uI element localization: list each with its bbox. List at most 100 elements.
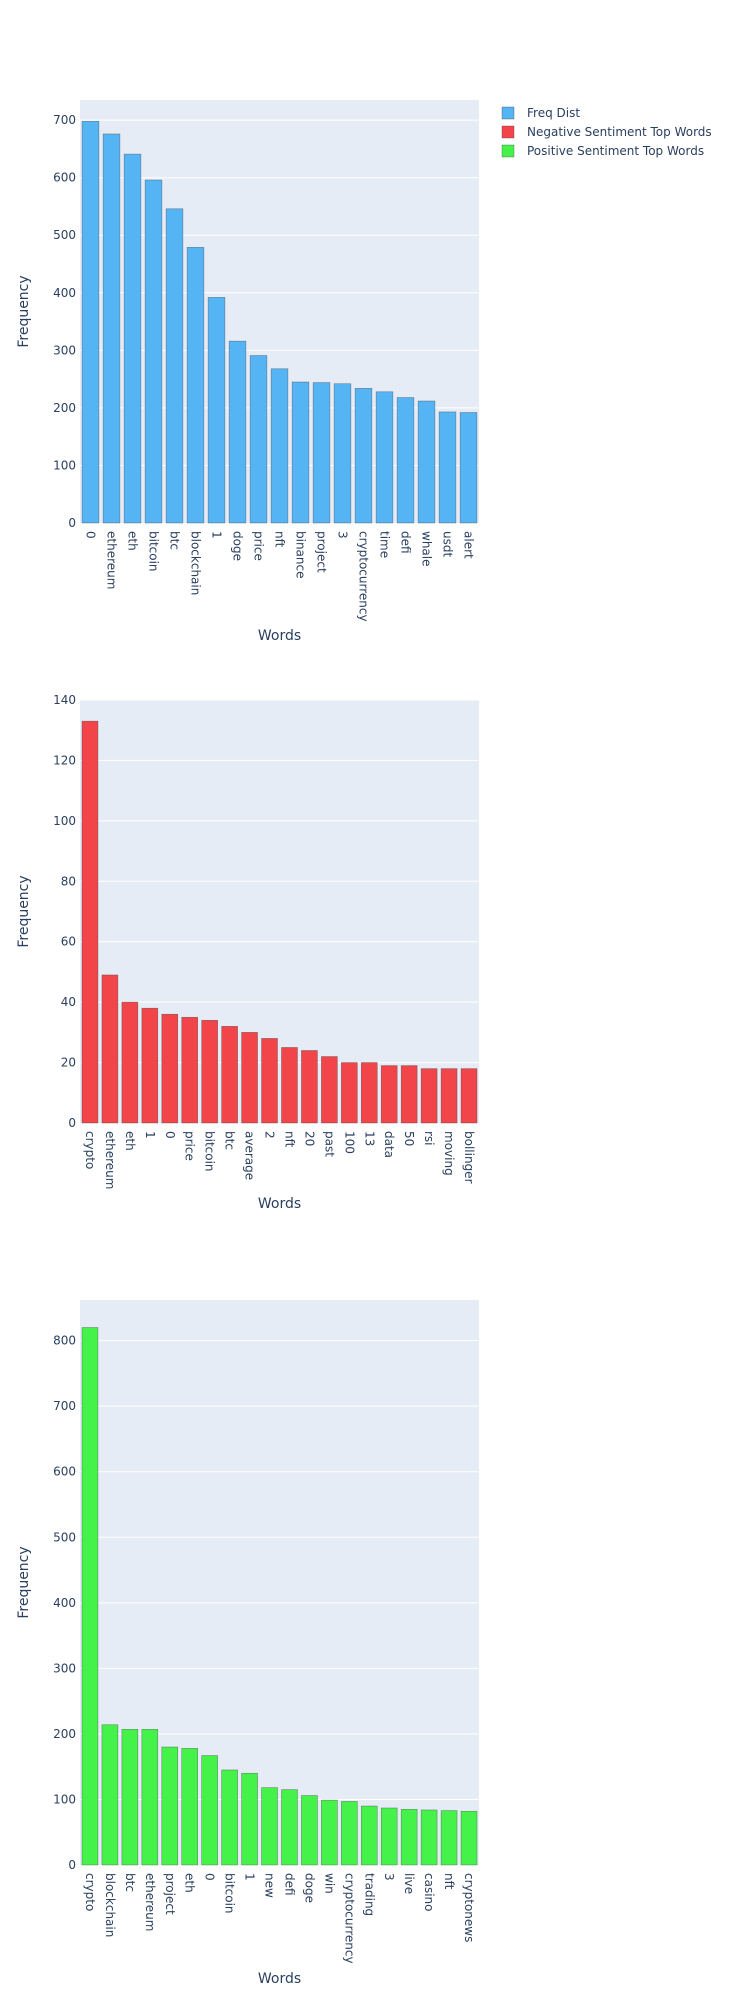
- bar-alert[interactable]: [459, 412, 478, 524]
- x-tick-label: project: [315, 531, 329, 573]
- legend-item[interactable]: Negative Sentiment Top Words: [501, 125, 712, 139]
- bar-eth[interactable]: [121, 1001, 139, 1124]
- x-tick-label: crypto: [83, 1873, 97, 1911]
- bar-1[interactable]: [141, 1007, 159, 1124]
- x-tick-label: 3: [336, 531, 350, 539]
- y-tick-label: 200: [53, 1727, 76, 1741]
- bar-project[interactable]: [161, 1746, 179, 1866]
- bar-nft[interactable]: [270, 368, 289, 524]
- bar-cryptonews[interactable]: [460, 1810, 478, 1866]
- bar-eth[interactable]: [123, 153, 142, 524]
- bar-bitcoin[interactable]: [201, 1019, 218, 1124]
- bar-eth[interactable]: [181, 1748, 199, 1866]
- bar-0[interactable]: [81, 120, 100, 524]
- bar-cryptocurrency[interactable]: [341, 1801, 358, 1866]
- bar-time[interactable]: [375, 391, 394, 524]
- bar-ethereum[interactable]: [101, 974, 119, 1124]
- x-tick-label: 1: [143, 1131, 157, 1139]
- x-tick-label: 3: [382, 1873, 396, 1881]
- x-tick-label: cryptonews: [462, 1873, 476, 1942]
- x-tick-label: whale: [420, 531, 434, 567]
- bar-50[interactable]: [400, 1065, 418, 1124]
- y-tick-label: 20: [61, 1056, 76, 1070]
- bar-casino[interactable]: [420, 1809, 438, 1866]
- bar-100[interactable]: [341, 1062, 358, 1124]
- bar-nft[interactable]: [440, 1810, 458, 1866]
- x-tick-label: 0: [84, 531, 98, 539]
- bar-13[interactable]: [360, 1062, 378, 1124]
- x-axis-title: Words: [258, 628, 301, 644]
- legend-swatch: [501, 106, 515, 120]
- bar-20[interactable]: [301, 1050, 318, 1124]
- x-tick-label: ethereum: [143, 1873, 157, 1931]
- bar-trading[interactable]: [360, 1805, 378, 1866]
- y-tick-label: 100: [53, 458, 76, 472]
- y-tick-label: 400: [53, 1596, 76, 1610]
- x-tick-label: cryptocurrency: [357, 531, 371, 622]
- bar-live[interactable]: [400, 1808, 418, 1866]
- bar-whale[interactable]: [417, 400, 436, 524]
- bar-price[interactable]: [181, 1016, 199, 1124]
- x-tick-label: casino: [422, 1873, 436, 1911]
- bar-blockchain[interactable]: [101, 1724, 119, 1866]
- bar-defi[interactable]: [396, 397, 415, 524]
- x-tick-label: price: [183, 1131, 197, 1161]
- bar-bitcoin[interactable]: [221, 1769, 238, 1866]
- y-tick-label: 60: [61, 935, 76, 949]
- bar-ethereum[interactable]: [102, 133, 121, 524]
- y-tick-label: 100: [53, 814, 76, 828]
- bar-project[interactable]: [312, 382, 331, 524]
- bar-3[interactable]: [380, 1807, 398, 1866]
- x-tick-label: 100: [342, 1131, 356, 1154]
- x-tick-label: btc: [168, 531, 182, 550]
- x-tick-label: live: [402, 1873, 416, 1894]
- bar-2[interactable]: [261, 1038, 278, 1124]
- bar-defi[interactable]: [281, 1789, 298, 1866]
- bar-cryptocurrency[interactable]: [354, 388, 373, 524]
- bar-moving[interactable]: [440, 1068, 458, 1124]
- bar-binance[interactable]: [291, 381, 310, 524]
- bar-1[interactable]: [207, 297, 226, 524]
- bar-ethereum[interactable]: [141, 1729, 159, 1866]
- x-tick-label: binance: [294, 531, 308, 579]
- x-tick-label: nft: [273, 531, 287, 548]
- y-tick-label: 300: [53, 1661, 76, 1675]
- y-tick-label: 120: [53, 753, 76, 767]
- x-tick-label: 2: [263, 1131, 277, 1139]
- bar-win[interactable]: [321, 1799, 338, 1866]
- bar-usdt[interactable]: [438, 411, 457, 524]
- bar-crypto[interactable]: [81, 1327, 99, 1866]
- bar-bitcoin[interactable]: [144, 179, 163, 524]
- legend-item[interactable]: Freq Dist: [501, 106, 580, 120]
- bar-bollinger[interactable]: [460, 1068, 478, 1124]
- x-tick-label: data: [382, 1131, 396, 1158]
- bar-1[interactable]: [241, 1772, 258, 1866]
- bar-0[interactable]: [201, 1755, 218, 1866]
- bar-blockchain[interactable]: [186, 247, 205, 524]
- bar-3[interactable]: [333, 383, 352, 524]
- y-tick-label: 600: [53, 171, 76, 185]
- bar-rsi[interactable]: [420, 1068, 438, 1124]
- legend-item[interactable]: Positive Sentiment Top Words: [501, 144, 704, 158]
- bar-nft[interactable]: [281, 1047, 298, 1124]
- x-tick-label: btc: [123, 1873, 137, 1892]
- bar-doge[interactable]: [301, 1795, 318, 1866]
- x-tick-label: bitcoin: [147, 531, 161, 572]
- y-tick-label: 0: [68, 1858, 76, 1872]
- bar-data[interactable]: [380, 1065, 398, 1124]
- x-tick-label: blockchain: [103, 1873, 117, 1937]
- bar-new[interactable]: [261, 1787, 278, 1866]
- x-tick-label: 1: [210, 531, 224, 539]
- bar-btc[interactable]: [121, 1729, 139, 1866]
- bar-btc[interactable]: [221, 1026, 238, 1124]
- bar-btc[interactable]: [165, 208, 184, 524]
- bar-crypto[interactable]: [81, 720, 99, 1124]
- y-tick-label: 100: [53, 1792, 76, 1806]
- y-tick-label: 700: [53, 113, 76, 127]
- bar-price[interactable]: [249, 355, 268, 524]
- bar-0[interactable]: [161, 1013, 179, 1124]
- bar-doge[interactable]: [228, 340, 247, 524]
- bar-past[interactable]: [321, 1056, 338, 1124]
- bar-average[interactable]: [241, 1032, 258, 1124]
